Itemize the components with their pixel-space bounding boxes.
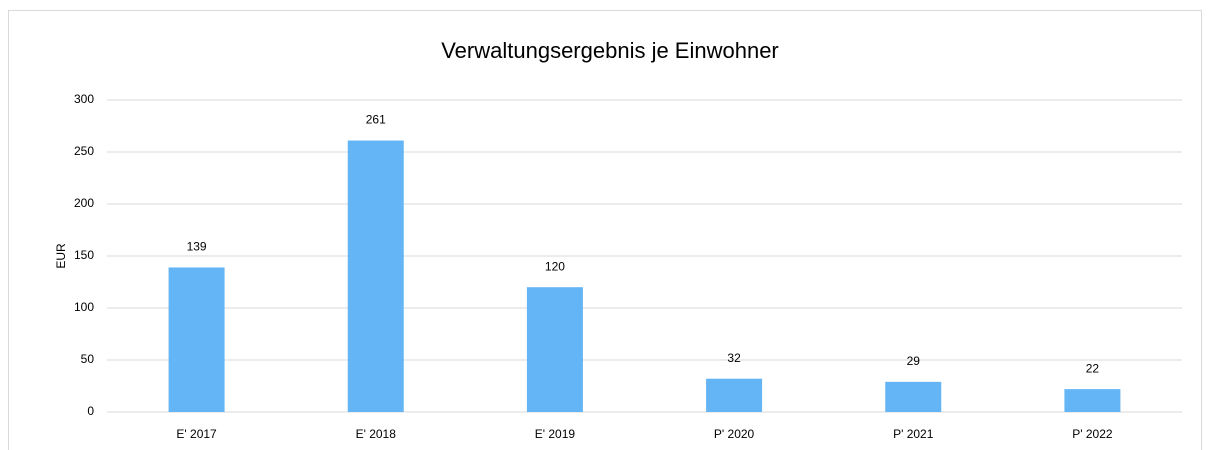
bar (706, 378, 763, 412)
data-label: 139 (187, 240, 207, 254)
bar (885, 381, 942, 412)
y-tick-label: 100 (74, 300, 94, 314)
x-tick-label: P' 2022 (1072, 427, 1113, 441)
x-tick-label: E' 2017 (176, 427, 217, 441)
y-tick-label: 250 (74, 144, 94, 158)
x-tick-label: P' 2020 (714, 427, 755, 441)
data-label: 22 (1086, 361, 1100, 375)
chart-title: Verwaltungsergebnis je Einwohner (441, 38, 779, 63)
y-tick-label: 150 (74, 248, 94, 262)
y-tick-label: 200 (74, 196, 94, 210)
y-tick-label: 50 (81, 352, 95, 366)
y-tick-label: 300 (74, 92, 94, 106)
x-tick-label: E' 2018 (356, 427, 397, 441)
data-label: 29 (907, 354, 921, 368)
x-tick-label: E' 2019 (535, 427, 576, 441)
data-label: 120 (545, 259, 565, 273)
data-label: 32 (727, 351, 741, 365)
y-axis-label: EUR (54, 243, 68, 269)
x-tick-label: P' 2021 (893, 427, 934, 441)
bar (347, 140, 404, 412)
bar (168, 267, 225, 412)
data-label: 261 (366, 113, 386, 127)
bar (1064, 389, 1121, 412)
y-tick-label: 0 (87, 404, 94, 418)
bar (526, 287, 583, 412)
